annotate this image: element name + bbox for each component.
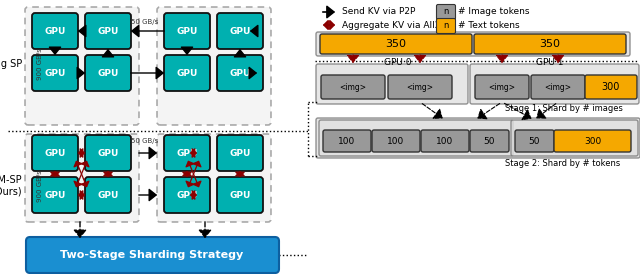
Text: 50 GB/s: 50 GB/s [131, 138, 159, 144]
FancyBboxPatch shape [511, 120, 638, 156]
FancyBboxPatch shape [474, 34, 626, 54]
Text: 100: 100 [436, 136, 454, 145]
FancyBboxPatch shape [25, 134, 139, 222]
Text: GPU: GPU [97, 27, 118, 36]
FancyBboxPatch shape [316, 32, 630, 56]
Text: MM-SP
(Ours): MM-SP (Ours) [0, 175, 22, 197]
Text: 350: 350 [385, 39, 406, 49]
FancyBboxPatch shape [26, 237, 279, 273]
Text: Stage 2: Shard by # tokens: Stage 2: Shard by # tokens [505, 159, 620, 168]
Text: Stage 1: Shard by # images: Stage 1: Shard by # images [505, 104, 623, 113]
Text: 900 GB/s: 900 GB/s [37, 170, 43, 202]
Text: <img>: <img> [406, 82, 433, 92]
FancyBboxPatch shape [531, 75, 585, 99]
FancyBboxPatch shape [475, 75, 529, 99]
Text: # Text tokens: # Text tokens [458, 21, 520, 30]
Text: GPU: GPU [176, 27, 198, 36]
FancyBboxPatch shape [32, 135, 78, 171]
Text: 100: 100 [339, 136, 356, 145]
FancyBboxPatch shape [421, 130, 469, 152]
FancyBboxPatch shape [32, 177, 78, 213]
Text: 50: 50 [529, 136, 540, 145]
FancyBboxPatch shape [85, 13, 131, 49]
FancyBboxPatch shape [319, 120, 513, 156]
FancyBboxPatch shape [25, 7, 139, 125]
Text: GPU: GPU [44, 68, 66, 78]
Text: 300: 300 [584, 136, 601, 145]
FancyBboxPatch shape [470, 64, 639, 104]
Text: GPU: GPU [229, 68, 251, 78]
FancyBboxPatch shape [164, 55, 210, 91]
Text: 50 GB/s: 50 GB/s [131, 19, 159, 25]
Text: Send KV via P2P: Send KV via P2P [342, 7, 415, 16]
FancyBboxPatch shape [554, 130, 631, 152]
FancyBboxPatch shape [217, 13, 263, 49]
FancyBboxPatch shape [85, 135, 131, 171]
FancyBboxPatch shape [217, 135, 263, 171]
FancyBboxPatch shape [372, 130, 420, 152]
FancyBboxPatch shape [85, 177, 131, 213]
Text: <img>: <img> [339, 82, 367, 92]
FancyBboxPatch shape [585, 75, 637, 99]
FancyBboxPatch shape [157, 7, 271, 125]
Text: GPU: GPU [97, 149, 118, 158]
FancyBboxPatch shape [217, 177, 263, 213]
FancyBboxPatch shape [32, 55, 78, 91]
Text: GPU: GPU [97, 190, 118, 199]
FancyBboxPatch shape [164, 177, 210, 213]
FancyBboxPatch shape [85, 55, 131, 91]
FancyBboxPatch shape [320, 34, 472, 54]
Text: n: n [444, 21, 449, 30]
Text: 350: 350 [540, 39, 561, 49]
Text: GPU 1: GPU 1 [536, 58, 564, 67]
Text: GPU: GPU [229, 27, 251, 36]
FancyBboxPatch shape [515, 130, 554, 152]
Text: GPU 0: GPU 0 [384, 58, 412, 67]
FancyBboxPatch shape [217, 55, 263, 91]
Text: n: n [444, 7, 449, 16]
Text: <img>: <img> [488, 82, 515, 92]
FancyBboxPatch shape [436, 19, 456, 33]
Text: GPU: GPU [44, 27, 66, 36]
Text: GPU: GPU [229, 190, 251, 199]
Text: GPU: GPU [176, 149, 198, 158]
FancyBboxPatch shape [436, 4, 456, 19]
FancyBboxPatch shape [323, 130, 371, 152]
FancyBboxPatch shape [316, 118, 640, 158]
FancyBboxPatch shape [164, 13, 210, 49]
Text: # Image tokens: # Image tokens [458, 7, 529, 16]
Text: Ring SP: Ring SP [0, 59, 22, 69]
Text: GPU: GPU [44, 190, 66, 199]
Text: GPU: GPU [97, 68, 118, 78]
Text: Two-Stage Sharding Strategy: Two-Stage Sharding Strategy [60, 250, 244, 260]
Text: 100: 100 [387, 136, 404, 145]
FancyBboxPatch shape [157, 134, 271, 222]
FancyBboxPatch shape [321, 75, 385, 99]
Text: 50: 50 [484, 136, 495, 145]
Text: 900 GB/s: 900 GB/s [37, 48, 43, 80]
FancyBboxPatch shape [164, 135, 210, 171]
Text: <img>: <img> [545, 82, 572, 92]
FancyBboxPatch shape [32, 13, 78, 49]
Text: Aggregate KV via All2All: Aggregate KV via All2All [342, 21, 452, 30]
Text: GPU: GPU [229, 149, 251, 158]
FancyBboxPatch shape [388, 75, 452, 99]
Text: GPU: GPU [176, 68, 198, 78]
FancyBboxPatch shape [316, 64, 468, 104]
Text: GPU: GPU [176, 190, 198, 199]
Text: 300: 300 [602, 82, 620, 92]
FancyBboxPatch shape [470, 130, 509, 152]
Text: GPU: GPU [44, 149, 66, 158]
